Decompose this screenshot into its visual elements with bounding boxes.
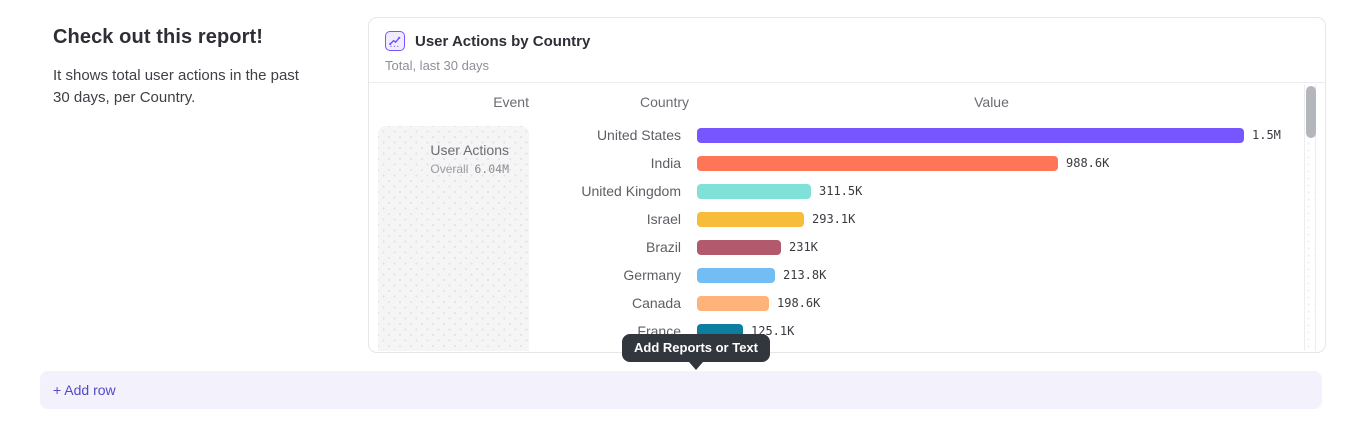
chart-row[interactable]: Brazil 231K	[529, 233, 1294, 261]
event-overall: Overall 6.04M	[386, 162, 509, 176]
bar-value-label: 198.6K	[777, 296, 821, 310]
column-header-event: Event	[493, 94, 529, 110]
report-title: User Actions by Country	[415, 32, 591, 50]
bar-value-label: 311.5K	[819, 184, 863, 198]
bar-value-label: 1.5M	[1252, 128, 1281, 142]
scrollbar-thumb[interactable]	[1306, 86, 1316, 138]
bar-zone: 1.5M	[689, 127, 1294, 143]
bar-zone: 311.5K	[689, 183, 1294, 199]
bar-zone: 198.6K	[689, 295, 1294, 311]
bar-zone: 125.1K	[689, 323, 1294, 339]
column-header-country: Country	[639, 94, 689, 110]
add-reports-tooltip: Add Reports or Text	[622, 334, 770, 362]
country-label: Brazil	[645, 239, 681, 255]
bar-zone: 213.8K	[689, 267, 1294, 283]
line-chart-icon	[385, 31, 405, 51]
country-label: Germany	[623, 267, 681, 283]
bar-value-label: 988.6K	[1066, 156, 1110, 170]
country-label: United States	[596, 127, 681, 143]
country-label: India	[650, 155, 681, 171]
chart-row[interactable]: United States 1.5M	[529, 121, 1294, 149]
value-bar[interactable]	[697, 183, 811, 199]
chart-row[interactable]: United Kingdom 311.5K	[529, 177, 1294, 205]
chart-row[interactable]: Germany 213.8K	[529, 261, 1294, 289]
add-row-button[interactable]: + Add row	[40, 371, 1322, 409]
value-bar[interactable]	[697, 127, 1244, 143]
scrollbar-track[interactable]	[1304, 84, 1316, 351]
bar-zone: 988.6K	[689, 155, 1294, 171]
bar-value-label: 231K	[789, 240, 818, 254]
overall-value: 6.04M	[474, 162, 509, 176]
tooltip-label: Add Reports or Text	[634, 340, 758, 355]
bar-value-label: 293.1K	[812, 212, 856, 226]
report-table: Event Country Value User Actions Overall…	[369, 83, 1325, 352]
country-label: Israel	[646, 211, 681, 227]
add-row-label: + Add row	[53, 382, 116, 398]
value-bar[interactable]	[697, 155, 1058, 171]
event-name: User Actions	[430, 142, 509, 158]
overall-label: Overall	[430, 162, 469, 176]
country-label: Canada	[631, 295, 681, 311]
bar-zone: 293.1K	[689, 211, 1294, 227]
value-bar[interactable]	[697, 211, 804, 227]
chart-row[interactable]: Canada 198.6K	[529, 289, 1294, 317]
intro-body: It shows total user actions in the past …	[53, 67, 299, 106]
bar-zone: 231K	[689, 239, 1294, 255]
event-cell[interactable]: User Actions Overall 6.04M	[378, 126, 529, 351]
chart-row[interactable]: Israel 293.1K	[529, 205, 1294, 233]
report-card-header: User Actions by Country Total, last 30 d…	[369, 18, 1325, 83]
country-label: United Kingdom	[581, 183, 681, 199]
bar-chart-rows: United States 1.5M India 988.6K United Kingd…	[529, 121, 1294, 345]
column-header-value: Value	[974, 94, 1009, 110]
value-bar[interactable]	[697, 267, 775, 283]
report-card[interactable]: User Actions by Country Total, last 30 d…	[368, 17, 1326, 353]
intro-text-block: Check out this report! It shows total us…	[53, 26, 303, 109]
value-bar[interactable]	[697, 295, 769, 311]
intro-heading: Check out this report!	[53, 26, 263, 48]
chart-row[interactable]: India 988.6K	[529, 149, 1294, 177]
table-column-headers: Event Country Value	[378, 83, 1294, 121]
bar-value-label: 213.8K	[783, 268, 827, 282]
report-subtitle: Total, last 30 days	[385, 58, 490, 73]
value-bar[interactable]	[697, 239, 781, 255]
